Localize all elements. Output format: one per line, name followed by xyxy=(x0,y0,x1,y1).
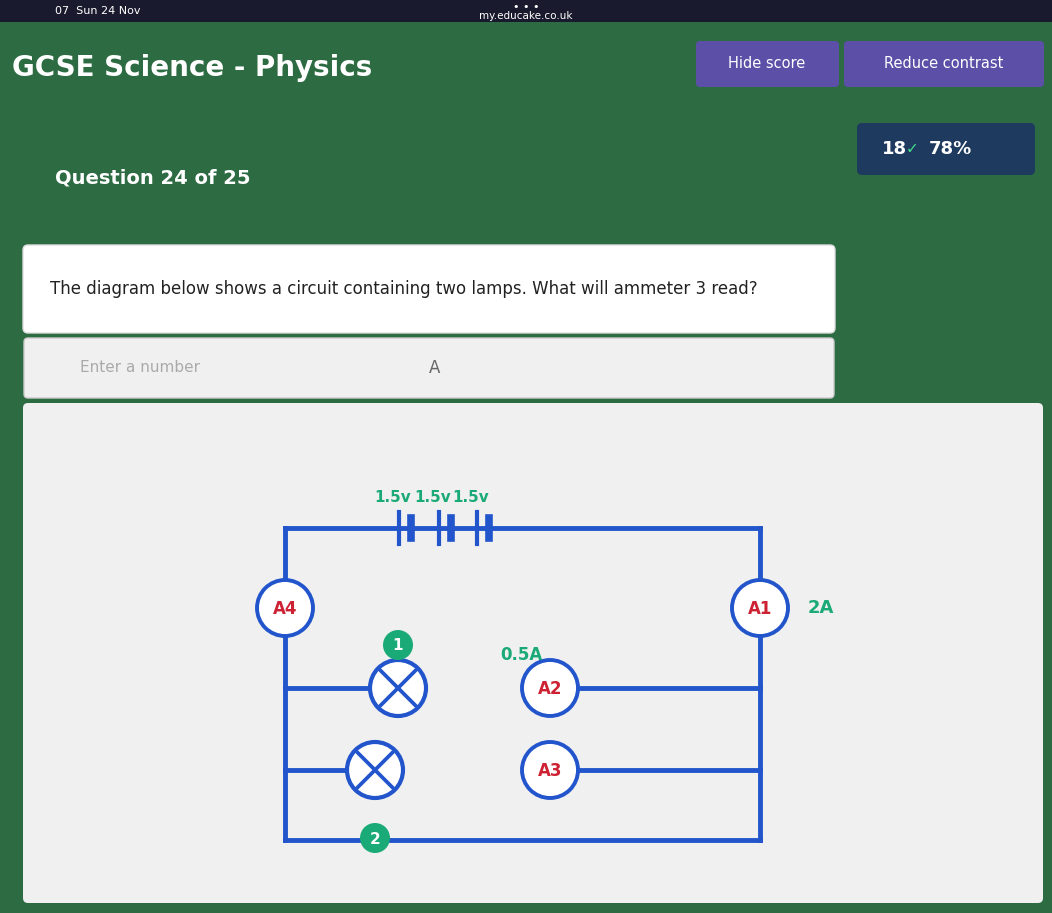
Bar xyxy=(0,22,1052,262)
Text: The diagram below shows a circuit containing two lamps. What will ammeter 3 read: The diagram below shows a circuit contai… xyxy=(50,280,757,298)
Text: A4: A4 xyxy=(272,600,298,618)
Text: 1.5v: 1.5v xyxy=(452,490,489,506)
FancyBboxPatch shape xyxy=(23,245,835,333)
Text: 1: 1 xyxy=(392,638,403,654)
Text: A3: A3 xyxy=(538,762,562,780)
Circle shape xyxy=(360,823,390,853)
Circle shape xyxy=(383,630,413,660)
Text: ✓: ✓ xyxy=(906,142,918,156)
Circle shape xyxy=(257,580,313,636)
FancyBboxPatch shape xyxy=(696,41,839,87)
Text: 1.5v: 1.5v xyxy=(414,490,451,506)
FancyBboxPatch shape xyxy=(23,403,1043,903)
Text: Hide score: Hide score xyxy=(728,57,806,71)
Text: GCSE Science - Physics: GCSE Science - Physics xyxy=(12,54,372,82)
Text: 0.5A: 0.5A xyxy=(500,646,542,664)
Text: 07  Sun 24 Nov: 07 Sun 24 Nov xyxy=(55,6,141,16)
Text: 1.5v: 1.5v xyxy=(375,490,411,506)
FancyBboxPatch shape xyxy=(844,41,1044,87)
Text: Reduce contrast: Reduce contrast xyxy=(885,57,1004,71)
Circle shape xyxy=(370,660,426,716)
Text: A: A xyxy=(429,359,441,377)
Text: Question 24 of 25: Question 24 of 25 xyxy=(55,169,250,187)
Circle shape xyxy=(347,742,403,798)
Circle shape xyxy=(732,580,788,636)
FancyBboxPatch shape xyxy=(24,338,834,398)
Text: Enter a number: Enter a number xyxy=(80,361,200,375)
Text: • • •: • • • xyxy=(512,2,540,12)
Text: 2A: 2A xyxy=(808,599,834,617)
Text: my.educake.co.uk: my.educake.co.uk xyxy=(480,11,572,21)
Circle shape xyxy=(522,660,578,716)
FancyBboxPatch shape xyxy=(857,123,1035,175)
Text: 2: 2 xyxy=(369,832,381,846)
Bar xyxy=(0,0,1052,22)
Text: 78%: 78% xyxy=(928,140,972,158)
Text: A1: A1 xyxy=(748,600,772,618)
Text: 18: 18 xyxy=(883,140,908,158)
Text: A2: A2 xyxy=(538,680,562,698)
Circle shape xyxy=(522,742,578,798)
